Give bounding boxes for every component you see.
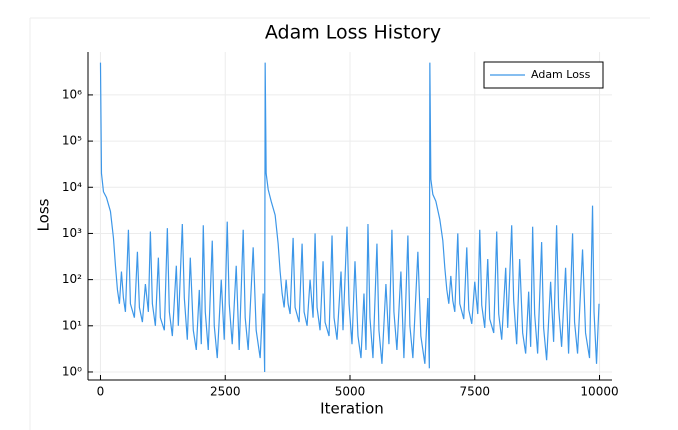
x-tick-label: 7500 — [459, 385, 490, 399]
y-tick-label: 10¹ — [62, 318, 82, 332]
y-tick-label: 10⁴ — [62, 180, 82, 194]
y-tick-label: 10⁶ — [62, 87, 82, 101]
y-tick-label: 10⁰ — [62, 364, 82, 378]
y-tick-label: 10³ — [62, 226, 82, 240]
x-tick-label: 2500 — [210, 385, 241, 399]
legend-label: Adam Loss — [531, 68, 591, 81]
y-axis-label: Loss — [35, 198, 53, 231]
y-tick-label: 10² — [62, 272, 82, 286]
x-tick-label: 0 — [97, 385, 105, 399]
x-tick-label: 5000 — [335, 385, 366, 399]
chart-title: Adam Loss History — [265, 22, 441, 44]
x-axis-label: Iteration — [320, 400, 384, 418]
x-tick-label: 10000 — [580, 385, 618, 399]
y-tick-label: 10⁵ — [62, 134, 82, 148]
loss-line — [99, 62, 600, 372]
